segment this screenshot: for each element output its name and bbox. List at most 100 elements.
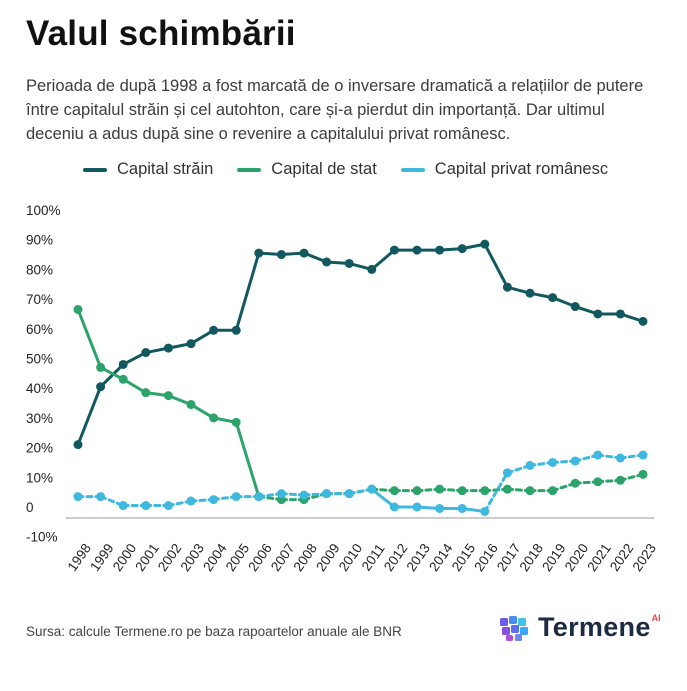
data-point-stat [593,477,603,487]
data-point-stat [435,484,445,494]
x-tick-label: 2008 [291,541,321,574]
legend-swatch-strain [83,167,107,172]
x-tick-label: 2001 [132,541,162,574]
data-point-strain [480,239,490,249]
x-tick-label: 2020 [562,541,592,574]
data-point-privat [435,503,445,513]
x-tick-label: 2011 [359,541,388,573]
data-point-stat [73,304,83,314]
x-tick-label: 2021 [584,541,614,574]
y-tick-label: 60% [26,322,53,337]
x-tick-label: 2013 [404,541,434,574]
series-segment-strain [234,251,261,332]
data-point-strain [593,309,603,319]
data-point-privat [96,492,106,502]
y-tick-label: 10% [26,470,53,485]
source-note: Sursa: calcule Termene.ro pe baza rapoar… [26,624,402,639]
x-tick-label: 2015 [449,541,479,574]
y-tick-label: 80% [26,262,53,277]
data-point-stat [231,417,241,427]
series-segment-privat [370,487,396,509]
legend-swatch-privat [400,167,425,172]
data-point-strain [73,440,83,450]
data-point-strain [548,293,558,303]
brand-name: Termene [538,612,651,642]
x-tick-label: 2017 [494,541,524,574]
data-point-strain [389,245,399,255]
data-point-privat [344,489,354,499]
data-point-strain [299,248,309,258]
termene-logo-icon [500,615,528,641]
data-point-privat [118,501,128,511]
legend-swatch-stat [237,167,262,172]
series-privat [73,450,648,516]
data-point-stat [525,486,535,496]
data-point-privat [186,496,196,506]
x-tick-label: 2000 [110,541,140,574]
data-point-stat [96,362,106,372]
data-point-stat [209,413,219,423]
data-point-strain [186,339,196,349]
data-point-stat [480,486,490,496]
data-point-strain [502,282,512,292]
data-point-privat [525,460,535,470]
series-segment-stat [76,307,103,369]
data-point-privat [412,502,422,512]
data-point-privat [502,468,512,478]
x-tick-label: 2014 [426,540,456,574]
data-point-strain [209,325,219,335]
series-segment-strain [483,242,509,289]
data-point-stat [638,469,648,479]
data-point-strain [163,343,173,353]
data-point-strain [570,302,580,312]
data-point-privat [480,506,490,516]
x-tick-label: 2010 [336,541,366,574]
y-tick-label: 30% [26,411,53,426]
data-point-stat [389,486,399,496]
series-stat [73,304,648,505]
data-point-privat [231,492,241,502]
y-tick-label: 90% [26,233,53,248]
x-tick-label: 2007 [268,541,298,574]
y-tick-label: -10% [26,530,58,545]
data-point-stat [186,400,196,410]
y-tick-label: 70% [26,292,53,307]
data-point-stat [141,388,151,398]
legend: Capital străin Capital de stat Capital p… [83,160,632,179]
data-point-privat [299,490,309,500]
data-point-privat [570,456,580,466]
data-point-strain [344,258,354,268]
data-point-stat [412,486,422,496]
data-point-privat [615,453,625,463]
legend-item-capital-strain: Capital străin [83,160,213,179]
series-segment-stat [234,420,261,499]
data-point-strain [322,257,332,267]
y-tick-label: 40% [26,381,53,396]
data-point-privat [367,484,377,494]
x-tick-label: 2012 [381,541,411,574]
data-point-stat [548,486,558,496]
series-segment-privat [483,471,509,513]
data-point-privat [254,492,264,502]
legend-item-capital-stat: Capital de stat [237,160,377,179]
y-tick-label: 20% [26,441,53,456]
data-point-stat [502,484,512,494]
line-chart: 100% 90% 80% 70% 60% 50% 40% 30% 20% 10% 0 -10% 1998… [26,203,659,574]
y-tick-label: 100% [26,203,61,218]
data-point-strain [525,288,535,298]
data-point-strain [435,245,445,255]
data-point-privat [209,495,219,505]
data-point-privat [276,489,286,499]
data-point-strain [615,309,625,319]
chart-subtitle: Perioada de după 1998 a fost marcată de … [26,77,644,143]
legend-label-stat: Capital de stat [271,160,377,178]
x-tick-label: 2016 [471,541,501,574]
chart-title: Valul schimbării [26,14,296,53]
data-point-privat [548,457,558,467]
series-segment-strain [99,362,125,389]
x-tick-label: 1998 [65,541,95,574]
x-tick-label: 2018 [517,541,547,574]
data-point-strain [231,325,241,335]
data-point-strain [96,382,106,392]
